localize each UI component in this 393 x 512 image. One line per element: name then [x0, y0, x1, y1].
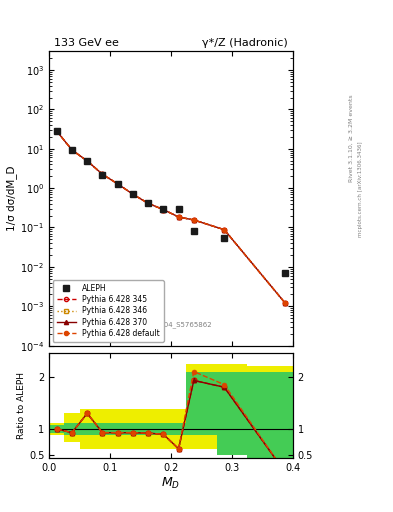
Pythia 6.428 346	[130, 191, 135, 197]
Pythia 6.428 346	[85, 158, 90, 164]
Pythia 6.428 345	[70, 147, 74, 153]
Text: mcplots.cern.ch [arXiv:1306.3436]: mcplots.cern.ch [arXiv:1306.3436]	[358, 142, 363, 237]
ALEPH	[54, 128, 59, 134]
Pythia 6.428 370	[176, 214, 181, 220]
Pythia 6.428 370	[85, 158, 90, 164]
ALEPH	[161, 206, 166, 212]
Pythia 6.428 346	[176, 214, 181, 220]
Y-axis label: Ratio to ALEPH: Ratio to ALEPH	[17, 372, 26, 439]
Pythia 6.428 345	[283, 300, 288, 306]
Text: 133 GeV ee: 133 GeV ee	[54, 38, 119, 48]
Pythia 6.428 346	[161, 206, 166, 212]
Pythia 6.428 default	[54, 128, 59, 134]
Line: Pythia 6.428 default: Pythia 6.428 default	[54, 129, 288, 306]
Pythia 6.428 345	[100, 171, 105, 177]
Pythia 6.428 default	[146, 200, 151, 206]
Pythia 6.428 default	[100, 171, 105, 177]
Pythia 6.428 default	[283, 300, 288, 306]
Line: Pythia 6.428 345: Pythia 6.428 345	[54, 129, 288, 306]
Pythia 6.428 default	[70, 147, 74, 153]
X-axis label: $M_D$: $M_D$	[162, 476, 180, 491]
Pythia 6.428 default	[191, 217, 196, 223]
Pythia 6.428 346	[191, 217, 196, 223]
ALEPH	[283, 270, 288, 276]
ALEPH	[85, 158, 90, 164]
Y-axis label: 1/σ dσ/dM_D: 1/σ dσ/dM_D	[6, 166, 17, 231]
Pythia 6.428 345	[222, 227, 227, 233]
ALEPH	[176, 206, 181, 212]
Pythia 6.428 370	[283, 300, 288, 306]
Pythia 6.428 346	[222, 227, 227, 233]
Pythia 6.428 370	[100, 171, 105, 177]
Pythia 6.428 370	[146, 200, 151, 206]
Pythia 6.428 345	[146, 200, 151, 206]
Pythia 6.428 345	[54, 128, 59, 134]
Pythia 6.428 345	[176, 214, 181, 220]
Text: Rivet 3.1.10, ≥ 3.2M events: Rivet 3.1.10, ≥ 3.2M events	[349, 94, 354, 182]
Legend: ALEPH, Pythia 6.428 345, Pythia 6.428 346, Pythia 6.428 370, Pythia 6.428 defaul: ALEPH, Pythia 6.428 345, Pythia 6.428 34…	[53, 280, 163, 342]
Pythia 6.428 346	[100, 171, 105, 177]
Pythia 6.428 default	[130, 191, 135, 197]
Pythia 6.428 346	[283, 300, 288, 306]
Pythia 6.428 346	[54, 128, 59, 134]
Line: ALEPH: ALEPH	[53, 127, 288, 276]
Pythia 6.428 370	[222, 227, 227, 233]
Pythia 6.428 345	[85, 158, 90, 164]
Line: Pythia 6.428 346: Pythia 6.428 346	[54, 129, 288, 306]
ALEPH	[191, 228, 196, 234]
Pythia 6.428 345	[130, 191, 135, 197]
ALEPH	[130, 190, 135, 197]
Pythia 6.428 370	[54, 128, 59, 134]
ALEPH	[100, 172, 105, 178]
Pythia 6.428 default	[85, 158, 90, 164]
Pythia 6.428 346	[70, 147, 74, 153]
Pythia 6.428 345	[115, 181, 120, 187]
Pythia 6.428 default	[222, 227, 227, 233]
ALEPH	[115, 181, 120, 187]
Pythia 6.428 345	[161, 206, 166, 212]
Text: γ*/Z (Hadronic): γ*/Z (Hadronic)	[202, 38, 288, 48]
ALEPH	[222, 234, 227, 241]
Pythia 6.428 370	[115, 181, 120, 187]
Pythia 6.428 default	[161, 206, 166, 212]
Text: ALEPH_2004_S5765862: ALEPH_2004_S5765862	[130, 321, 212, 328]
Pythia 6.428 346	[146, 200, 151, 206]
Pythia 6.428 370	[130, 191, 135, 197]
Pythia 6.428 default	[176, 214, 181, 220]
Pythia 6.428 370	[70, 147, 74, 153]
Pythia 6.428 370	[191, 217, 196, 223]
Pythia 6.428 346	[115, 181, 120, 187]
ALEPH	[70, 147, 74, 153]
Pythia 6.428 345	[191, 217, 196, 223]
Pythia 6.428 370	[161, 206, 166, 212]
Pythia 6.428 default	[115, 181, 120, 187]
Line: Pythia 6.428 370: Pythia 6.428 370	[54, 129, 288, 306]
ALEPH	[146, 200, 151, 206]
